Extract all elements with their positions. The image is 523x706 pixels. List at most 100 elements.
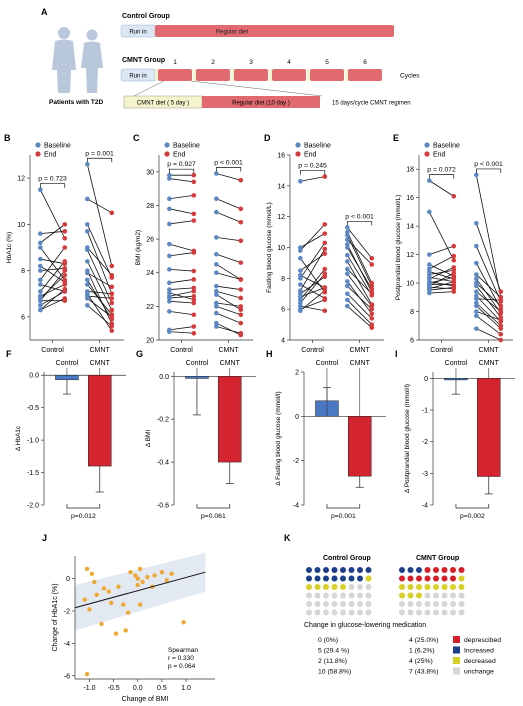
baseline-point [474, 221, 479, 226]
baseline-point [345, 237, 350, 243]
medication-caption: Change in glucose-lowering medication [304, 622, 426, 629]
panel-h-letter: H [266, 349, 273, 359]
baseline-point [345, 225, 350, 230]
cmnt-matrix-dot [433, 592, 439, 599]
panel-f-delta-hba1c: F 0.0 -0.5 -1.0 -1.5 -2.0 Δ HbA1c Control CMNT p=… [6, 349, 126, 520]
panel-b-letter: B [4, 133, 11, 143]
baseline-point [85, 247, 90, 253]
end-point [191, 324, 197, 329]
end-point [62, 245, 68, 250]
end-point [322, 246, 328, 252]
stats-label: r = 0.330 [168, 655, 194, 662]
baseline-point [214, 324, 219, 329]
end-point [109, 314, 115, 320]
pair-line [169, 311, 194, 316]
pair-line [169, 252, 194, 257]
cmnt-count-label: 1 (6.2%) [409, 648, 435, 655]
cmnt-count-label: 7 (43.8%) [409, 669, 438, 676]
end-point [62, 296, 68, 301]
y-tick-label: 16 [277, 153, 285, 160]
y-axis-label: HbA1c (%) [6, 232, 13, 263]
scatter-point [123, 628, 128, 633]
pair-line [429, 286, 454, 291]
bar-cmnt [348, 416, 372, 477]
pair-line [40, 267, 65, 272]
significance-bracket [86, 157, 113, 163]
control-matrix-dot [323, 592, 329, 599]
legend-end-marker [164, 151, 170, 157]
end-point [451, 265, 457, 270]
pair-line [429, 255, 454, 270]
pair-line [40, 224, 66, 244]
end-point [322, 231, 328, 236]
pair-line [216, 285, 241, 290]
cycle-gap-3 [231, 69, 234, 81]
y-tick-label: 28 [146, 203, 154, 210]
legend-label: Increased [464, 648, 494, 655]
baseline-point [214, 262, 219, 267]
end-point [451, 243, 457, 249]
end-point [109, 296, 115, 301]
baseline-point [167, 299, 172, 304]
pair-line [476, 278, 502, 314]
pair-line [216, 211, 241, 223]
x-tick-label: CMNT [349, 347, 370, 354]
significance-bracket [39, 183, 66, 188]
pair-line [87, 293, 113, 331]
pair-line [476, 295, 502, 322]
cmnt-matrix-dot [441, 575, 448, 582]
pair-line [86, 249, 113, 304]
pair-line [169, 178, 194, 183]
baseline-point [474, 303, 479, 309]
cmnt-matrix-dot [399, 592, 405, 599]
baseline-point [474, 326, 479, 331]
y-tick-label: 16 [406, 195, 414, 202]
cycle-number-1: 1 [173, 59, 177, 66]
end-point [369, 286, 375, 292]
y-axis-label: Postprandial blood glucose (mmol/L) [395, 195, 402, 301]
y-axis-label: Fasting blood glucose (mmol/L) [266, 202, 273, 293]
baseline-point [298, 255, 303, 261]
cycle-number-6: 6 [363, 59, 367, 66]
pair-line [216, 302, 241, 307]
pair-line [300, 284, 325, 299]
baseline-point [345, 297, 350, 303]
cmnt-matrix-title: CMNT Group [416, 555, 459, 562]
control-matrix-dot [314, 584, 321, 590]
end-point [238, 177, 244, 183]
baseline-point [345, 266, 350, 272]
control-matrix-dot [340, 592, 346, 599]
pair-line [40, 258, 65, 265]
end-point [369, 291, 375, 297]
end-point [109, 210, 115, 216]
end-point [238, 312, 244, 318]
y-tick-label: 12 [17, 176, 25, 183]
zoom-line-right [190, 80, 323, 97]
end-point [109, 323, 115, 329]
pair-line [475, 223, 502, 292]
control-matrix-dot [314, 567, 321, 573]
cmnt-matrix-dot [441, 601, 448, 607]
pair-line [86, 231, 113, 294]
pair-line [40, 230, 65, 235]
control-matrix-dot [323, 601, 329, 607]
pair-line [169, 243, 194, 252]
cmnt-matrix-dot [441, 567, 448, 573]
legend-end-label: End [44, 152, 57, 159]
baseline-point [38, 268, 43, 273]
y-tick-label: 12 [277, 214, 285, 221]
baseline-point [427, 178, 432, 183]
control-matrix-dot [357, 575, 363, 582]
panel-b-hba1c: B 6 8 10 12 HbA1c (%) Baseline End p = 0.723 Cont… [4, 133, 124, 354]
control-matrix-dot [365, 601, 372, 607]
pair-line [476, 298, 501, 301]
p-value-label: p=0.002 [460, 513, 485, 520]
significance-bracket [196, 504, 231, 509]
end-point [498, 317, 504, 323]
pair-line [169, 295, 194, 299]
p-value-label: p=0.001 [331, 513, 356, 520]
x-tick-label: 1.0 [181, 685, 191, 692]
significance-bracket [66, 504, 101, 509]
baseline-point [85, 229, 90, 234]
